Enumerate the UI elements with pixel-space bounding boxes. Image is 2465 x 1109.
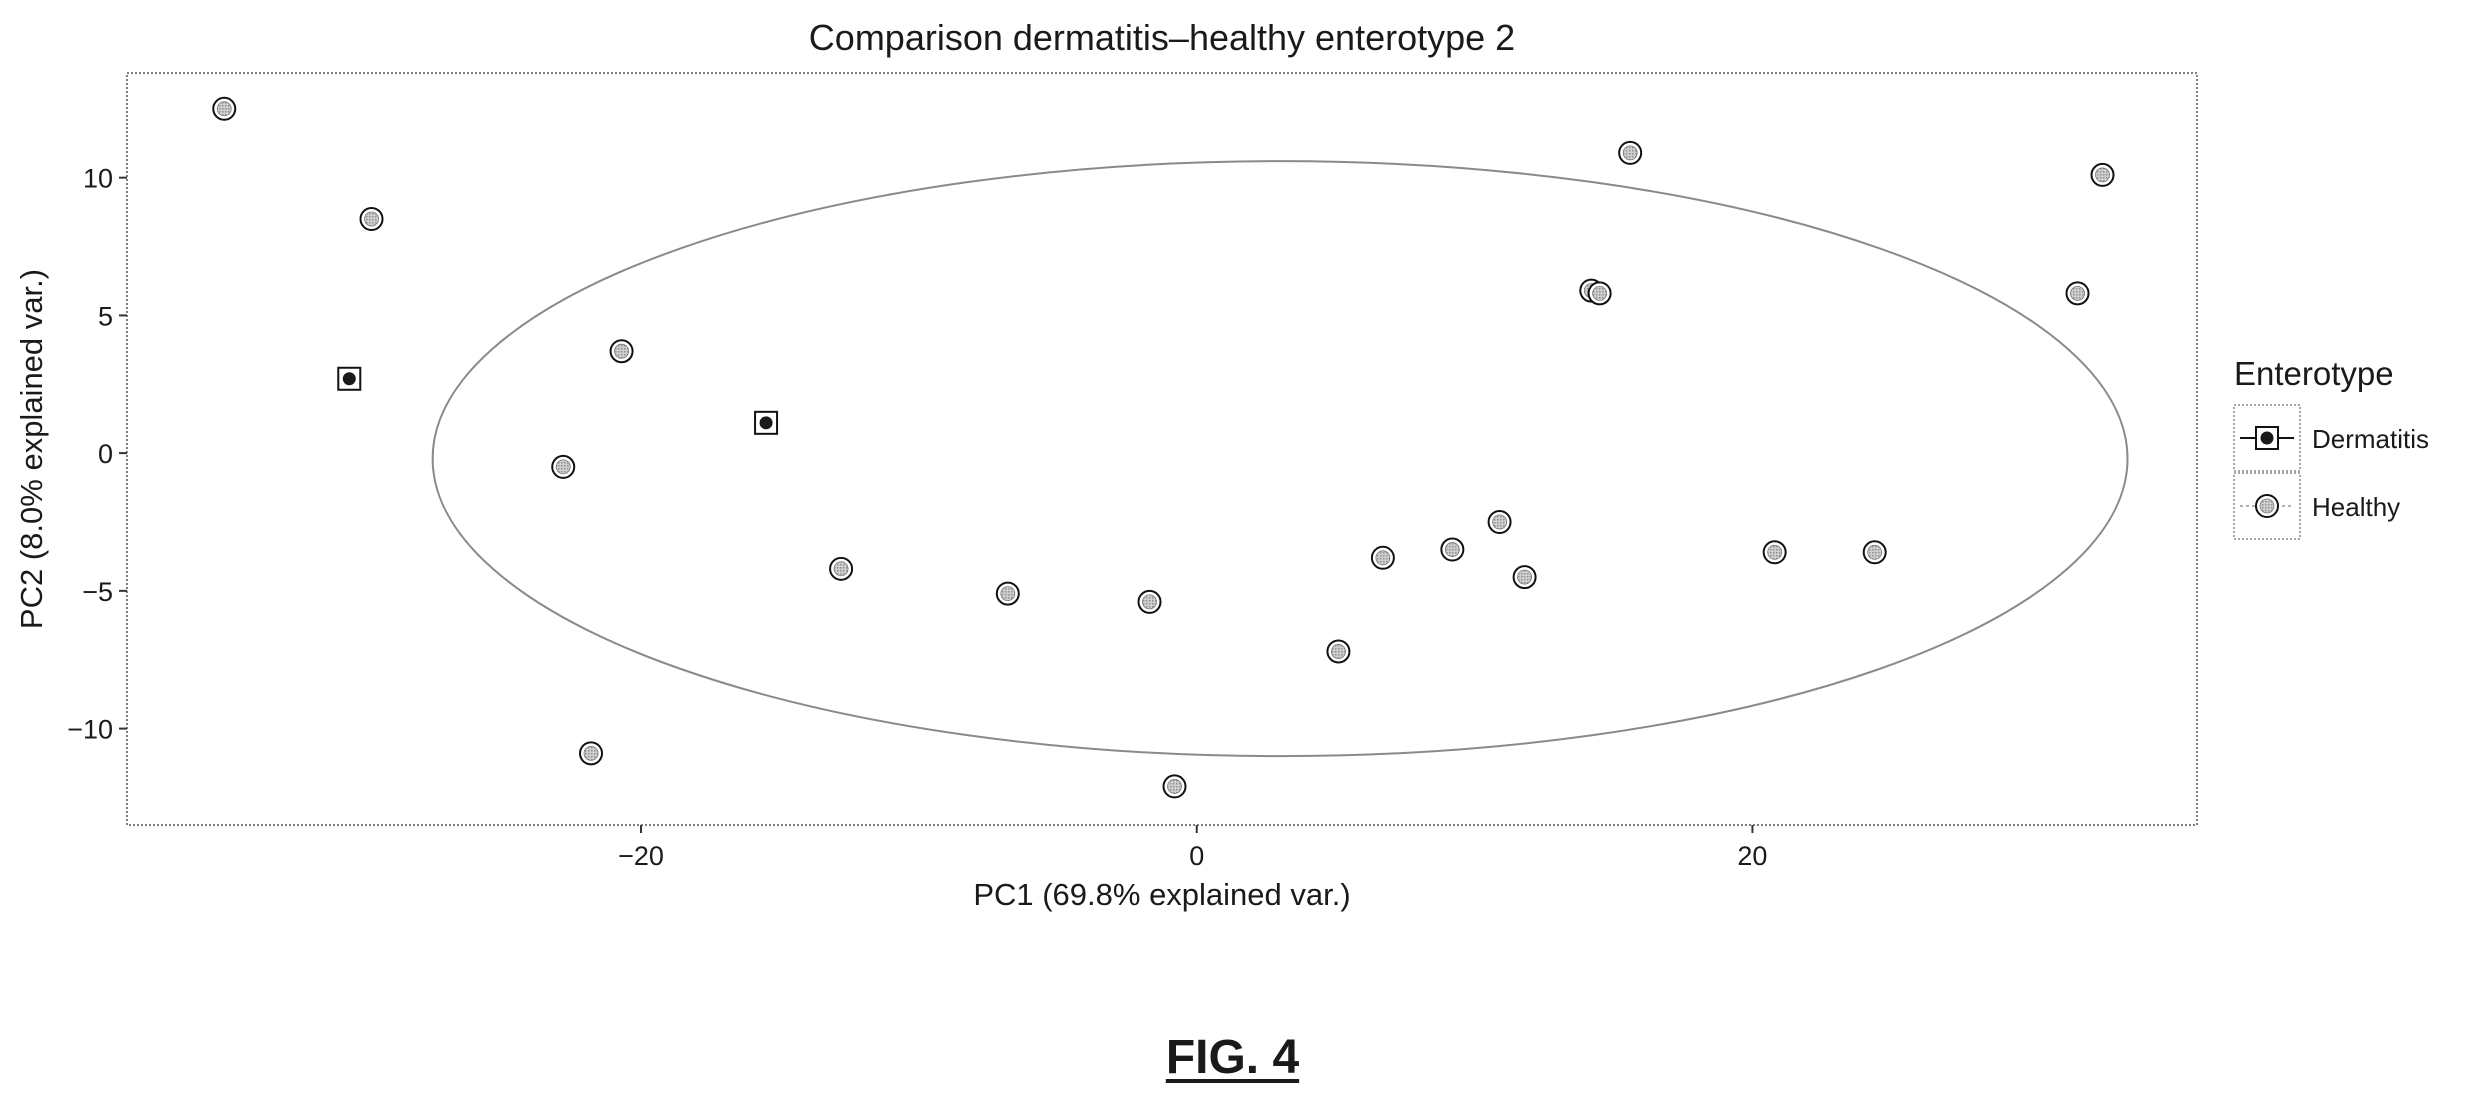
data-point-healthy — [609, 339, 634, 364]
y-tick-label: 10 — [83, 164, 113, 194]
data-point-healthy — [995, 581, 1020, 606]
x-tick-label: 20 — [1737, 841, 1767, 871]
data-point-healthy — [551, 454, 576, 479]
data-point-healthy — [359, 206, 384, 231]
legend-marker-healthy — [2255, 494, 2279, 518]
legend-label-dermatitis: Dermatitis — [2312, 424, 2429, 454]
data-point-healthy — [1326, 639, 1351, 664]
legend-label-healthy: Healthy — [2312, 492, 2400, 522]
data-point-healthy — [1587, 281, 1612, 306]
y-tick-label: −10 — [67, 715, 113, 745]
legend: Enterotype Dermatitis Healthy — [2233, 355, 2429, 540]
plot-panel — [126, 72, 2198, 826]
data-point-healthy — [212, 96, 237, 121]
y-tick-label: 5 — [98, 301, 113, 331]
x-axis: −20 0 20 — [618, 825, 1767, 871]
x-axis-label: PC1 (69.8% explained var.) — [973, 877, 1350, 912]
data-point-healthy — [1162, 774, 1187, 799]
data-point-healthy — [1137, 589, 1162, 614]
y-tick-label: −5 — [82, 577, 113, 607]
data-point-healthy — [1762, 540, 1787, 565]
confidence-ellipse — [431, 160, 2129, 758]
legend-keys — [2240, 426, 2294, 518]
data-point-healthy — [1862, 540, 1887, 565]
data-point-healthy — [1487, 509, 1512, 534]
data-point-healthy — [2090, 162, 2115, 187]
legend-title: Enterotype — [2234, 355, 2394, 392]
data-point-healthy — [1440, 537, 1465, 562]
y-axis-label: PC2 (8.0% explained var.) — [14, 269, 49, 629]
data-point-healthy — [1512, 565, 1537, 590]
data-point-healthy — [1618, 140, 1643, 165]
legend-marker-dermatitis — [2255, 426, 2279, 450]
y-tick-label: 0 — [98, 439, 113, 469]
data-point-dermatitis — [754, 410, 779, 435]
data-point-healthy — [1370, 545, 1395, 570]
x-tick-label: 0 — [1189, 841, 1204, 871]
data-points — [212, 96, 2115, 799]
data-point-healthy — [829, 556, 854, 581]
data-point-dermatitis — [337, 366, 362, 391]
figure-caption: FIG. 4 — [1165, 1031, 1300, 1084]
y-axis: −10 −5 0 5 10 — [67, 164, 127, 745]
data-point-healthy — [579, 741, 604, 766]
data-point-healthy — [2065, 281, 2090, 306]
chart-title: Comparison dermatitis–healthy enterotype… — [809, 17, 1515, 58]
x-tick-label: −20 — [618, 841, 664, 871]
